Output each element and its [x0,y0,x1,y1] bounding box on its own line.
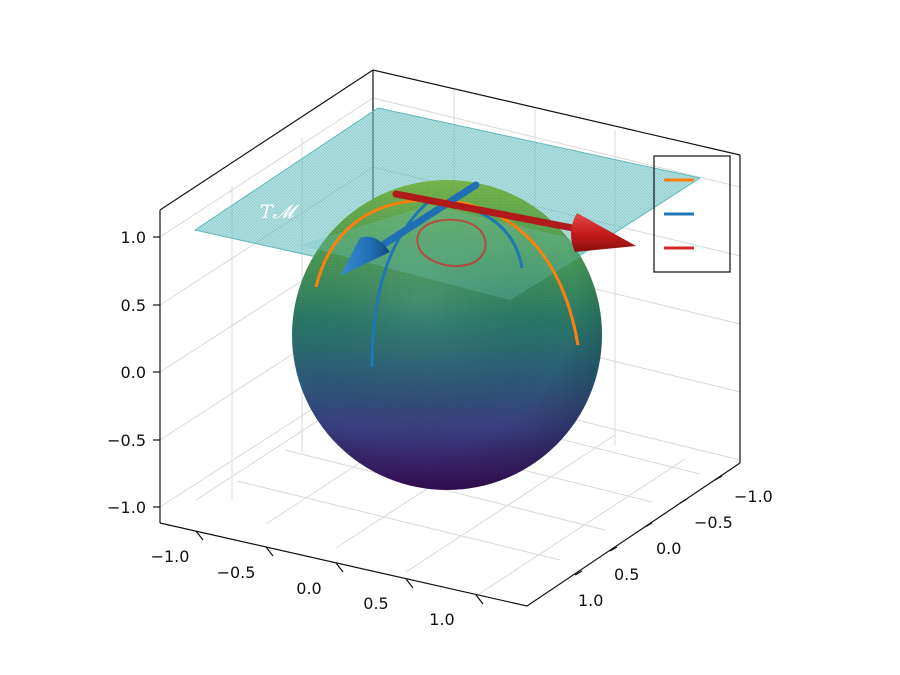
tangent-plane-label: T𝓜 [260,201,300,223]
red-arrow [392,190,636,252]
z-axis-ticks [153,236,160,508]
x-tick-label: 1.0 [429,610,454,629]
x-tick-label: −0.5 [217,563,256,582]
z-tick-label: 0.0 [121,363,146,382]
x-tick-label: 0.0 [296,579,321,598]
z-tick-label: −0.5 [107,431,146,450]
y-tick-label: 0.5 [614,565,639,584]
x-axis-labels: −1.0 −0.5 0.0 0.5 1.0 [151,547,455,629]
x-tick-label: −1.0 [151,547,190,566]
legend [653,155,731,273]
blue-arrow [340,181,480,276]
z-tick-label: −1.0 [107,498,146,517]
x-tick-label: 0.5 [363,594,388,613]
y-tick-label: −1.0 [734,487,773,506]
y-tick-label: 1.0 [578,591,603,610]
y-tick-label: 0.0 [656,539,681,558]
red-curve [416,218,487,268]
y-tick-label: −0.5 [694,513,733,532]
sphere-surface [292,180,602,490]
z-tick-label: 1.0 [121,228,146,247]
y-axis-labels: −1.0 −0.5 0.0 0.5 1.0 [578,487,773,610]
x-axis-ticks [195,530,484,605]
z-tick-label: 0.5 [121,296,146,315]
tangent-plane-front [300,205,600,300]
y-axis-ticks [574,475,723,576]
z-axis-labels: 1.0 0.5 0.0 −0.5 −1.0 [107,228,146,517]
